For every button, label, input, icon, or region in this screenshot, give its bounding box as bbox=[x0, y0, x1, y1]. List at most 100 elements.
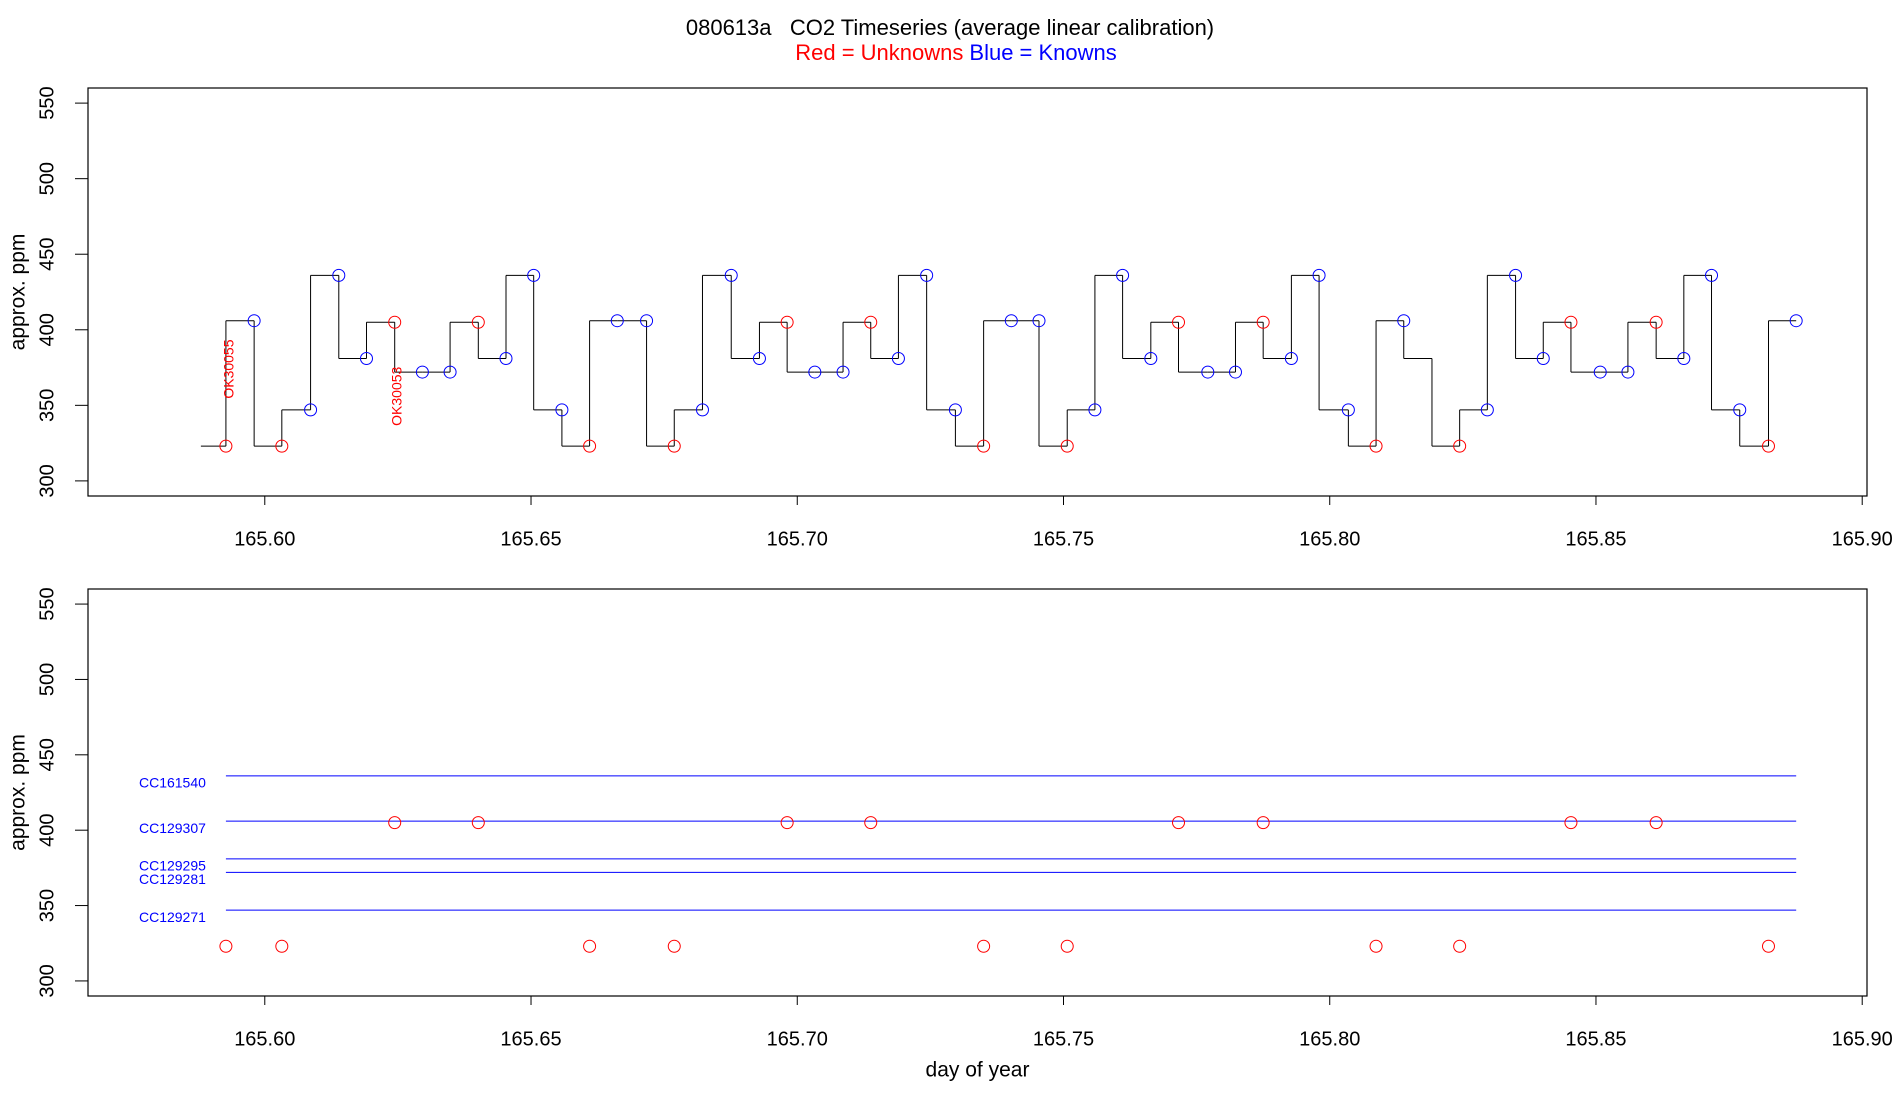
data-point bbox=[1060, 439, 1074, 453]
x-tick-label: 165.90 bbox=[1832, 528, 1893, 550]
data-point bbox=[1789, 314, 1803, 328]
y-tick-label: 550 bbox=[36, 86, 58, 119]
data-point bbox=[864, 816, 878, 830]
data-point bbox=[1228, 365, 1242, 379]
data-point bbox=[555, 403, 569, 417]
y-tick-label: 450 bbox=[36, 738, 58, 771]
data-point bbox=[1621, 365, 1635, 379]
data-point bbox=[667, 939, 681, 953]
y-tick-label: 500 bbox=[36, 162, 58, 195]
data-point bbox=[808, 365, 822, 379]
data-point bbox=[1705, 268, 1719, 282]
data-point bbox=[1312, 268, 1326, 282]
annotation: OK30055 bbox=[220, 339, 236, 398]
y-tick-label: 550 bbox=[36, 587, 58, 620]
data-point bbox=[977, 939, 991, 953]
y-tick-label: 450 bbox=[36, 238, 58, 271]
x-tick-label: 165.80 bbox=[1299, 1028, 1360, 1050]
data-point bbox=[359, 351, 373, 365]
x-tick-label: 165.60 bbox=[234, 528, 295, 550]
data-point bbox=[1564, 816, 1578, 830]
x-tick-label: 165.70 bbox=[767, 528, 828, 550]
reference-line-label: CC129281 bbox=[139, 871, 206, 887]
reference-line-label: CC129271 bbox=[139, 909, 206, 925]
data-point bbox=[780, 315, 794, 329]
data-point bbox=[275, 939, 289, 953]
data-point bbox=[1480, 403, 1494, 417]
data-point bbox=[1060, 939, 1074, 953]
x-tick-label: 165.80 bbox=[1299, 528, 1360, 550]
y-tick-label: 500 bbox=[36, 663, 58, 696]
data-point bbox=[275, 439, 289, 453]
data-point bbox=[667, 439, 681, 453]
y-tick-label: 400 bbox=[36, 813, 58, 846]
data-point bbox=[640, 314, 654, 328]
data-point bbox=[977, 439, 991, 453]
data-point bbox=[1172, 315, 1186, 329]
data-point bbox=[920, 268, 934, 282]
reference-line-label: CC161540 bbox=[139, 775, 206, 791]
data-point bbox=[1088, 403, 1102, 417]
x-tick-label: 165.90 bbox=[1832, 1028, 1893, 1050]
data-point bbox=[443, 365, 457, 379]
data-point bbox=[1649, 816, 1663, 830]
data-point bbox=[1201, 365, 1215, 379]
data-point bbox=[610, 314, 624, 328]
plot-frame bbox=[87, 87, 1868, 497]
data-point bbox=[583, 439, 597, 453]
chart-title: 080613a CO2 Timeseries (average linear c… bbox=[686, 15, 1214, 40]
data-point bbox=[471, 816, 485, 830]
data-point bbox=[724, 268, 738, 282]
data-point bbox=[219, 439, 233, 453]
x-tick-label: 165.75 bbox=[1033, 1028, 1094, 1050]
data-point bbox=[499, 351, 513, 365]
data-point bbox=[1369, 939, 1383, 953]
data-point bbox=[583, 939, 597, 953]
data-point bbox=[415, 365, 429, 379]
reference-line-label: CC129295 bbox=[139, 858, 206, 874]
data-point bbox=[1453, 939, 1467, 953]
data-point bbox=[388, 315, 402, 329]
data-point bbox=[1397, 314, 1411, 328]
data-point bbox=[1593, 365, 1607, 379]
data-point bbox=[527, 268, 541, 282]
data-point bbox=[1761, 939, 1775, 953]
data-point bbox=[1032, 314, 1046, 328]
data-point bbox=[1733, 403, 1747, 417]
x-tick-label: 165.60 bbox=[234, 1028, 295, 1050]
data-point bbox=[1004, 314, 1018, 328]
y-axis-label: approx. ppm bbox=[7, 734, 30, 851]
data-point bbox=[332, 268, 346, 282]
data-point bbox=[1341, 403, 1355, 417]
data-point bbox=[1144, 351, 1158, 365]
data-point bbox=[304, 403, 318, 417]
y-tick-label: 300 bbox=[36, 964, 58, 997]
y-tick-label: 350 bbox=[36, 389, 58, 422]
annotation: OK30053 bbox=[389, 366, 405, 425]
data-point bbox=[752, 351, 766, 365]
plot-frame bbox=[87, 588, 1868, 997]
x-tick-label: 165.85 bbox=[1565, 528, 1626, 550]
data-point bbox=[891, 351, 905, 365]
data-point bbox=[1369, 439, 1383, 453]
legend-entry: Red = Unknowns bbox=[795, 40, 963, 65]
x-tick-label: 165.65 bbox=[500, 1028, 561, 1050]
data-point bbox=[1509, 268, 1523, 282]
x-tick-label: 165.85 bbox=[1565, 1028, 1626, 1050]
data-point bbox=[1116, 268, 1130, 282]
legend: Red = Unknowns Blue = Knowns bbox=[795, 40, 1117, 65]
data-point bbox=[1256, 315, 1270, 329]
data-point bbox=[1172, 816, 1186, 830]
data-point bbox=[695, 403, 709, 417]
data-point bbox=[247, 314, 261, 328]
data-point bbox=[1536, 351, 1550, 365]
y-axis-label: approx. ppm bbox=[7, 234, 30, 351]
legend-entry: Blue = Knowns bbox=[969, 40, 1116, 65]
data-point bbox=[1677, 351, 1691, 365]
reference-line-label: CC129307 bbox=[139, 820, 206, 836]
data-point bbox=[219, 939, 233, 953]
data-point bbox=[471, 315, 485, 329]
y-tick-label: 400 bbox=[36, 313, 58, 346]
data-point bbox=[780, 816, 794, 830]
